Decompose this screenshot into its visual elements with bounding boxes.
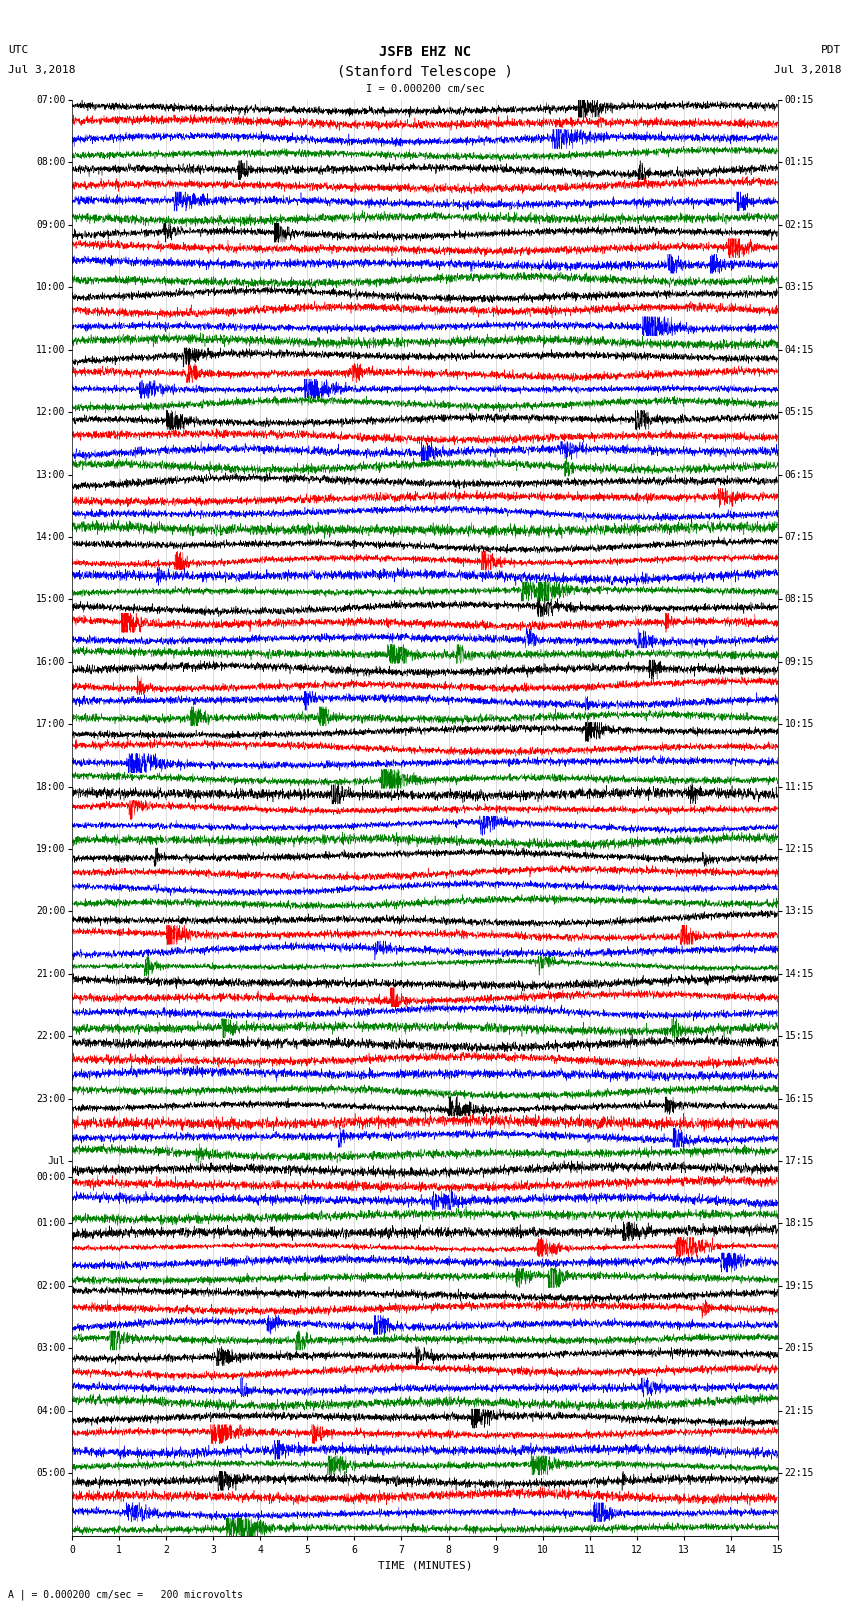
Text: Jul 3,2018: Jul 3,2018 bbox=[8, 65, 76, 74]
Text: JSFB EHZ NC: JSFB EHZ NC bbox=[379, 45, 471, 60]
Text: UTC: UTC bbox=[8, 45, 29, 55]
Text: I = 0.000200 cm/sec: I = 0.000200 cm/sec bbox=[366, 84, 484, 94]
Text: A | = 0.000200 cm/sec =   200 microvolts: A | = 0.000200 cm/sec = 200 microvolts bbox=[8, 1589, 243, 1600]
Text: PDT: PDT bbox=[821, 45, 842, 55]
Text: Jul 3,2018: Jul 3,2018 bbox=[774, 65, 842, 74]
X-axis label: TIME (MINUTES): TIME (MINUTES) bbox=[377, 1560, 473, 1569]
Text: (Stanford Telescope ): (Stanford Telescope ) bbox=[337, 65, 513, 79]
